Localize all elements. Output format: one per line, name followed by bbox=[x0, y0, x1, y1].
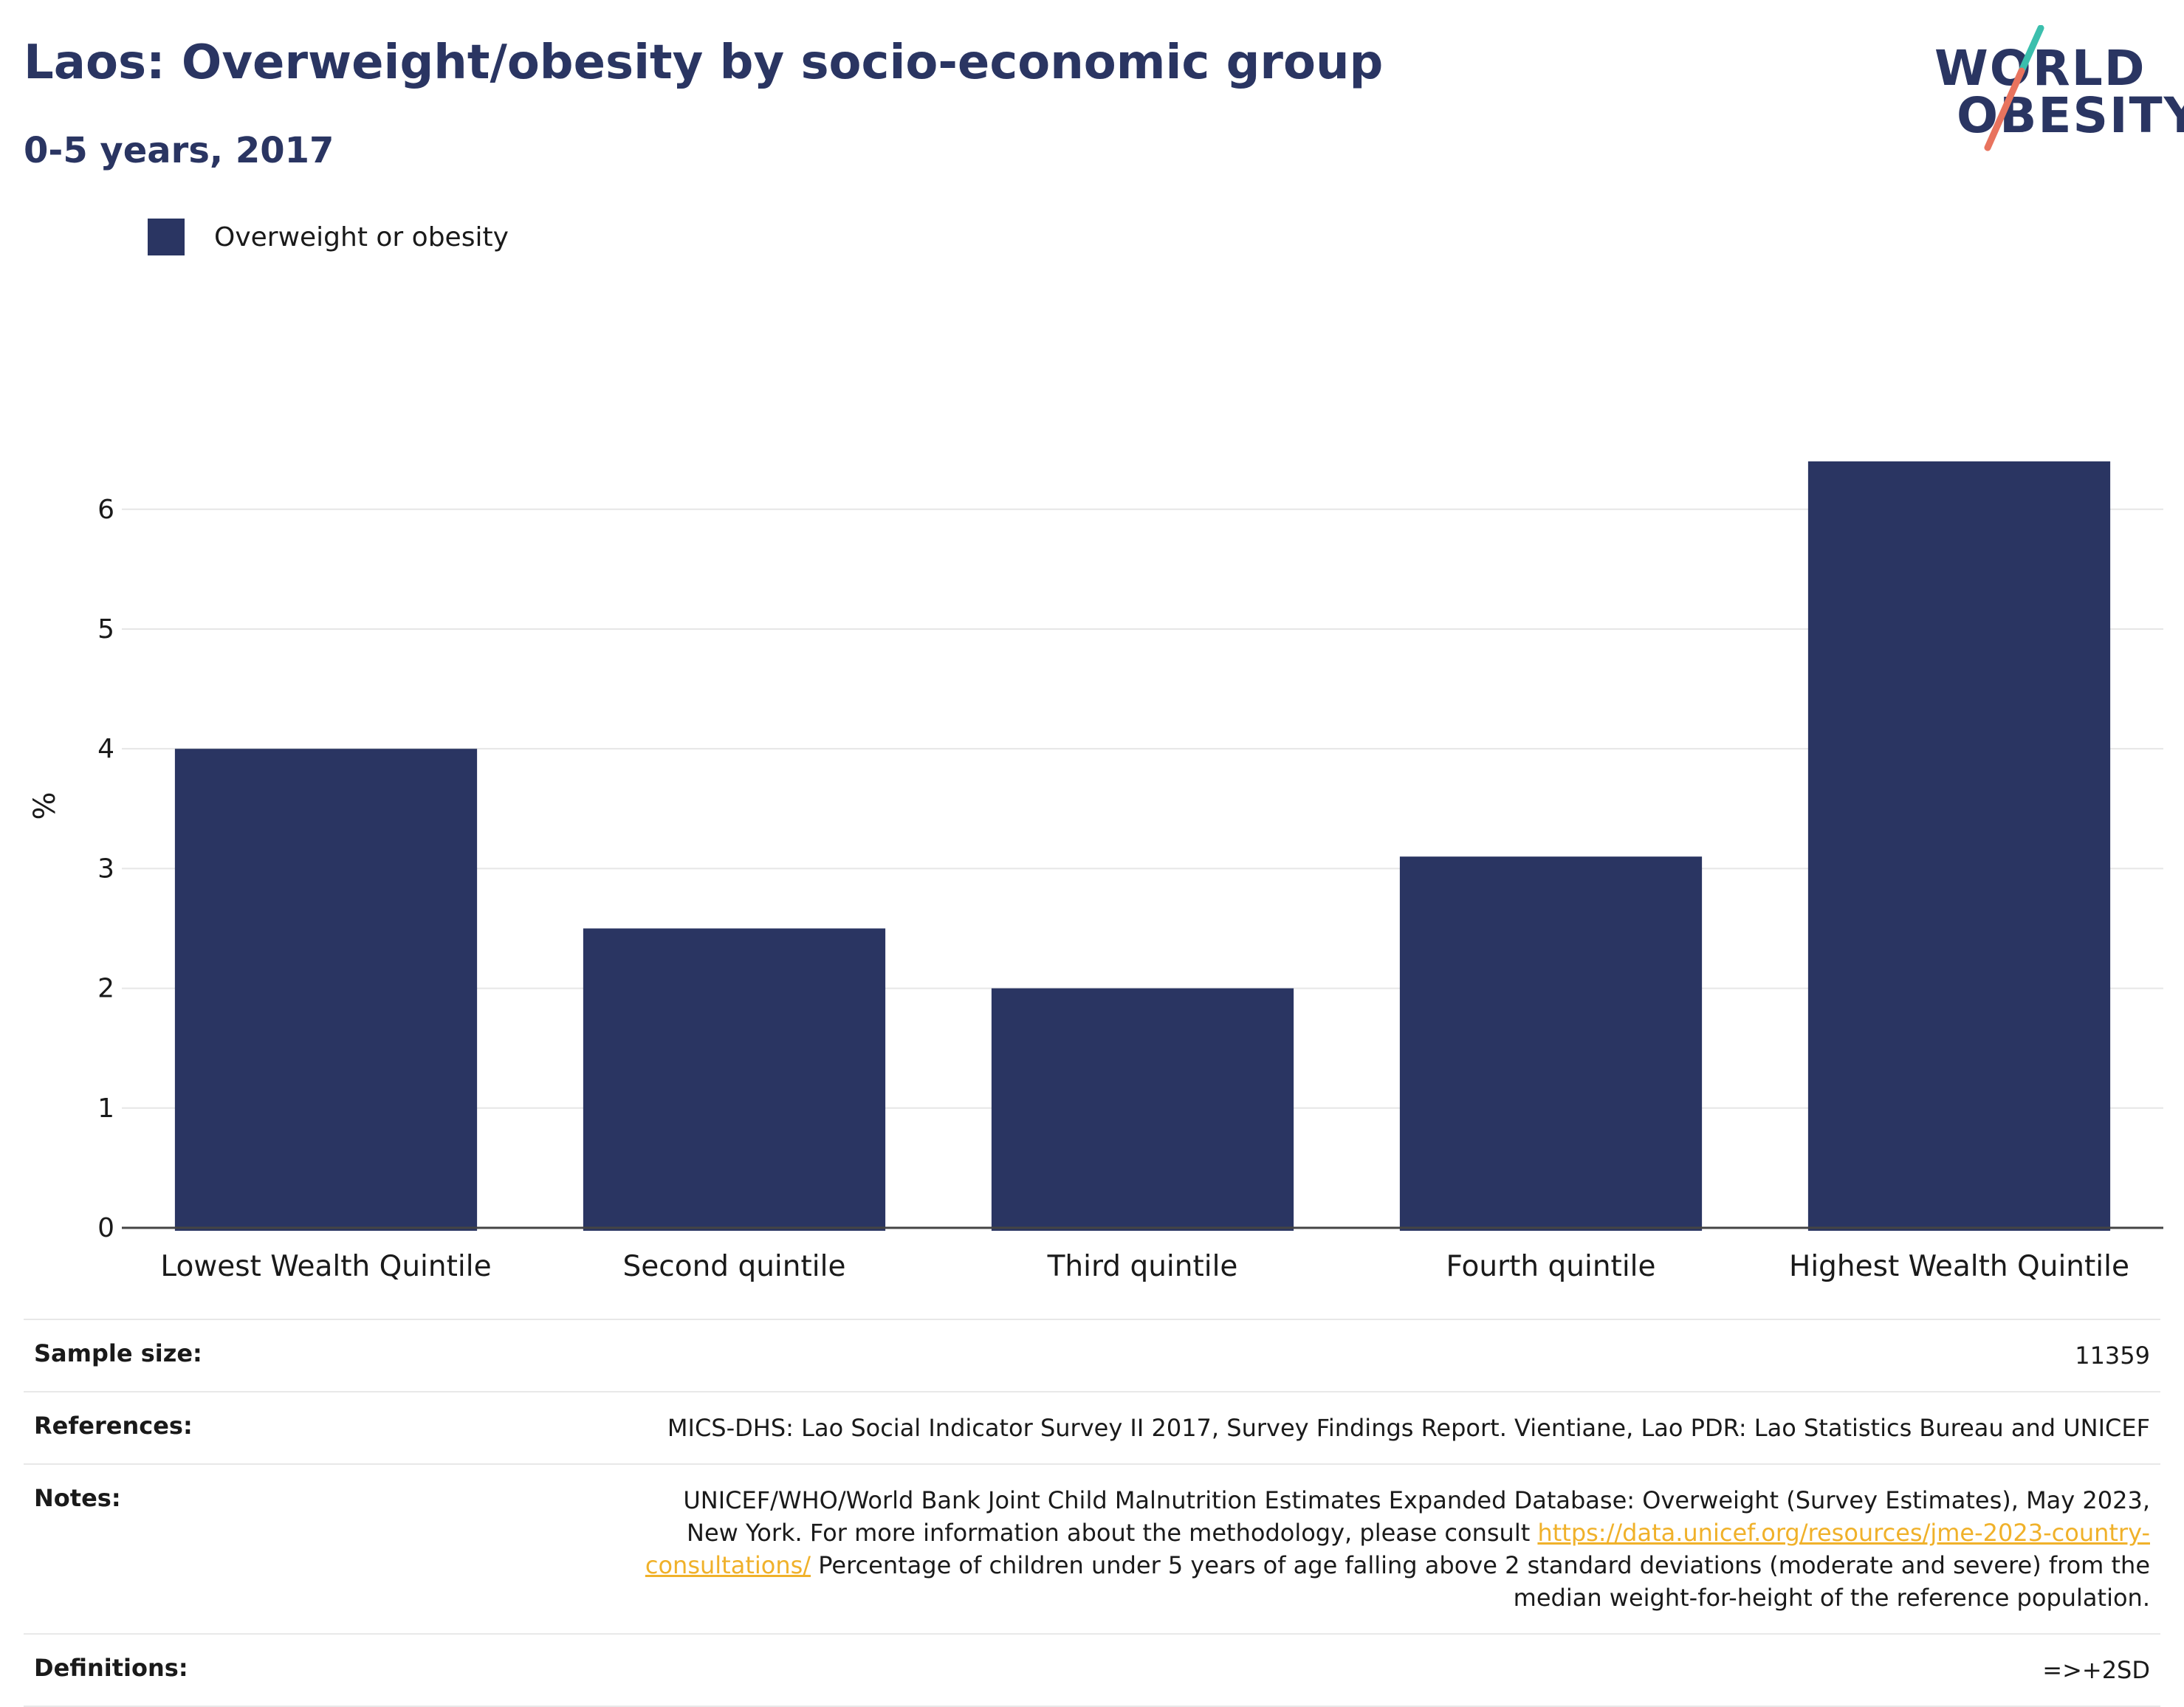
sample-size-value: 11359 bbox=[2075, 1342, 2150, 1370]
chart-subtitle: 0-5 years, 2017 bbox=[24, 130, 334, 171]
x-tick-label: Lowest Wealth Quintile bbox=[160, 1250, 491, 1283]
sample-size-row: Sample size: 11359 bbox=[24, 1319, 2160, 1391]
references-value: MICS-DHS: Lao Social Indicator Survey II… bbox=[667, 1414, 2150, 1442]
legend-swatch bbox=[148, 219, 185, 255]
y-tick-label: 6 bbox=[97, 495, 114, 525]
notes-text-after: Percentage of children under 5 years of … bbox=[811, 1551, 2150, 1612]
y-tick-label: 2 bbox=[97, 974, 114, 1004]
logo-line1: WORLD bbox=[1934, 40, 2146, 97]
x-tick-label: Third quintile bbox=[1047, 1250, 1238, 1283]
bar-chart: 0 1 2 3 4 5 6% Lowest Wealth Quintile Second qui… bbox=[28, 461, 2163, 1283]
y-tick-label: 4 bbox=[97, 734, 114, 764]
info-table: Sample size: 11359 References: MICS-DHS:… bbox=[24, 1319, 2160, 1707]
world-obesity-logo: WORLD OBESITY bbox=[1927, 25, 2184, 158]
bar bbox=[991, 988, 1294, 1231]
notes-row: Notes: UNICEF/WHO/World Bank Joint Child… bbox=[24, 1463, 2160, 1633]
y-tick-label: 1 bbox=[97, 1093, 114, 1124]
y-tick-label: 3 bbox=[97, 854, 114, 884]
x-tick-label: Highest Wealth Quintile bbox=[1789, 1250, 2129, 1283]
definitions-value: =>+2SD bbox=[2042, 1656, 2150, 1684]
notes-label: Notes: bbox=[34, 1484, 121, 1512]
notes-link[interactable]: https://data.unicef.org/resources/jme-20… bbox=[645, 1519, 2150, 1579]
legend-label: Overweight or obesity bbox=[214, 221, 509, 253]
references-label: References: bbox=[34, 1412, 193, 1440]
logo-slash-icon bbox=[1984, 25, 2044, 151]
definitions-row: Definitions: =>+2SD bbox=[24, 1633, 2160, 1707]
y-axis-label: % bbox=[28, 791, 62, 820]
y-tick-label: 5 bbox=[97, 614, 114, 645]
sample-size-label: Sample size: bbox=[34, 1339, 202, 1367]
x-tick-label: Fourth quintile bbox=[1446, 1250, 1655, 1283]
definitions-label: Definitions: bbox=[34, 1654, 188, 1682]
bar bbox=[583, 928, 886, 1231]
references-row: References: MICS-DHS: Lao Social Indicat… bbox=[24, 1391, 2160, 1463]
legend: Overweight or obesity bbox=[148, 219, 509, 255]
notes-text-before: UNICEF/WHO/World Bank Joint Child Malnut… bbox=[683, 1486, 2150, 1547]
y-tick-label: 0 bbox=[97, 1213, 114, 1243]
bar bbox=[1807, 461, 2111, 1231]
bar bbox=[174, 749, 478, 1231]
x-tick-label: Second quintile bbox=[623, 1250, 846, 1283]
bar bbox=[1399, 856, 1703, 1231]
chart-title: Laos: Overweight/obesity by socio-econom… bbox=[24, 35, 1384, 90]
notes-value: UNICEF/WHO/World Bank Joint Child Malnut… bbox=[636, 1484, 2150, 1614]
